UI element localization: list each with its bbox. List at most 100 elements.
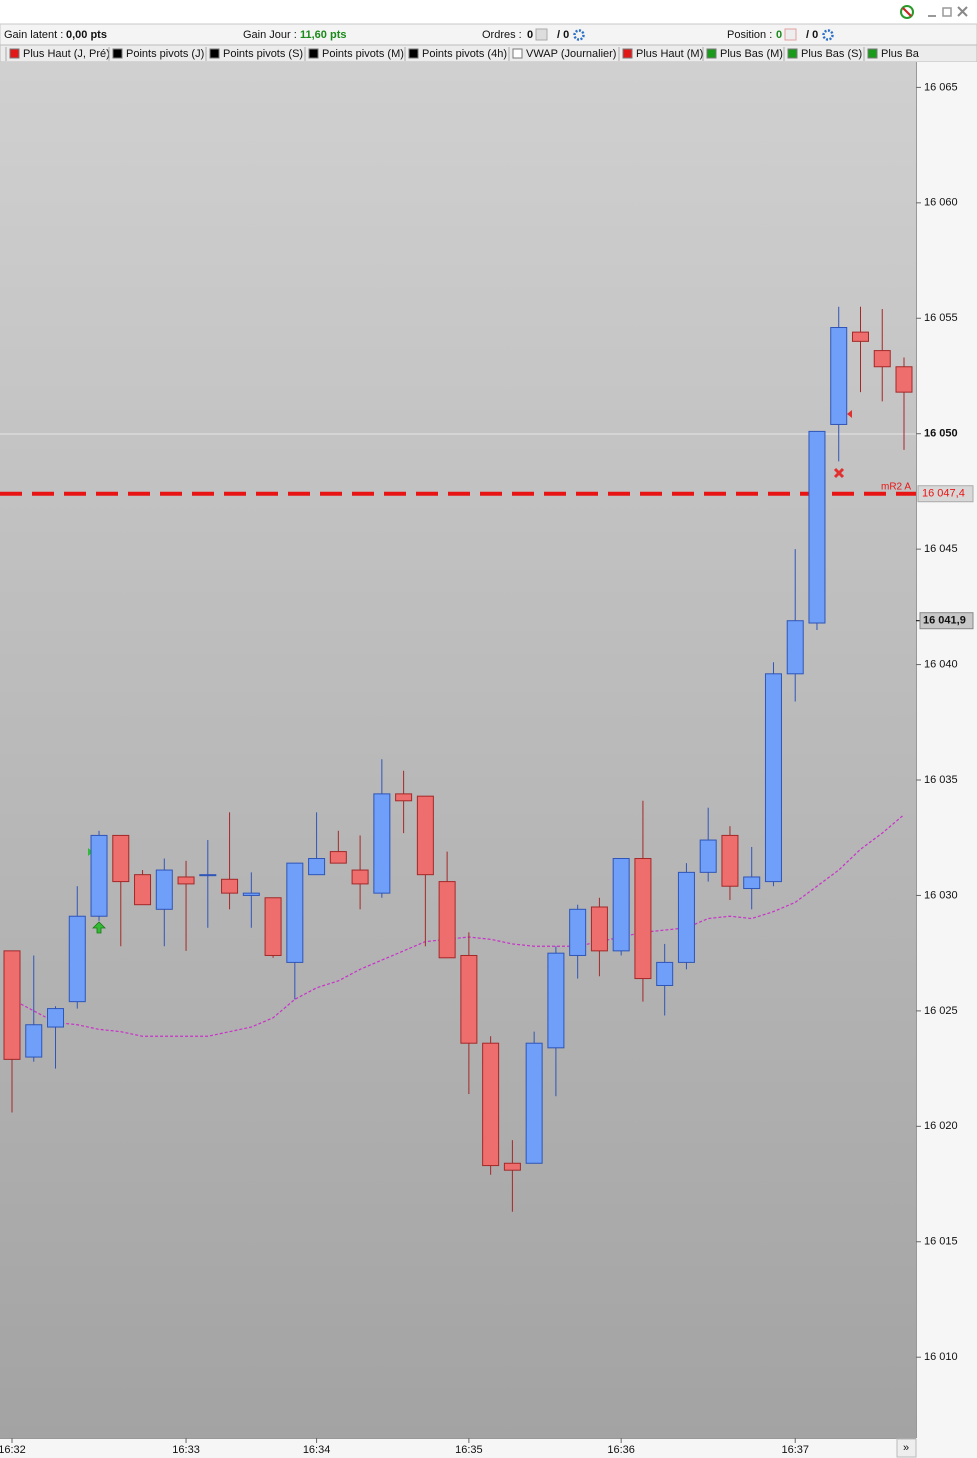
- tab-swatch: [209, 48, 220, 59]
- candle-body: [851, 331, 869, 342]
- level-name: mR2 A: [881, 481, 911, 492]
- tab-swatch: [308, 48, 319, 59]
- candle-body: [590, 906, 608, 952]
- candle-body: [90, 834, 108, 917]
- value: 11,60 pts: [300, 29, 346, 41]
- candle-body: [656, 961, 674, 986]
- y-tick-label: 16 045: [924, 543, 958, 555]
- label: Gain Jour :: [243, 29, 297, 41]
- candle-body: [764, 673, 782, 883]
- tab-label: Plus Haut (M): [636, 48, 703, 60]
- candle-body: [308, 858, 326, 876]
- candle-body: [808, 430, 826, 624]
- candle-body: [416, 795, 434, 876]
- value: 0: [527, 29, 533, 41]
- candle-body: [3, 950, 21, 1060]
- candle-body: [482, 1042, 500, 1167]
- y-tick-label: 16 010: [924, 1351, 958, 1363]
- tab-swatch: [787, 48, 798, 59]
- price-axis: [916, 62, 977, 1458]
- scroll-button[interactable]: [896, 1438, 917, 1458]
- y-tick-label: 16 055: [924, 312, 958, 324]
- tab-label: Points pivots (4h): [422, 48, 507, 60]
- candle-body: [677, 871, 695, 963]
- candle-body: [264, 897, 282, 956]
- orders-icon[interactable]: [535, 28, 548, 41]
- candle-body: [830, 327, 848, 425]
- close-icon[interactable]: [957, 6, 968, 17]
- candle-body: [177, 876, 195, 885]
- y-tick-label: 16 040: [924, 658, 958, 670]
- window-icons[interactable]: [900, 5, 968, 19]
- candle-body: [351, 869, 369, 885]
- buy-arrow: [92, 921, 106, 934]
- tab-label: Plus Ba: [881, 48, 920, 60]
- candle-body: [47, 1008, 65, 1028]
- x-tick-label: 16:35: [455, 1444, 483, 1456]
- y-tick-label: 16 025: [924, 1005, 958, 1017]
- label: Position :: [727, 29, 772, 41]
- value: 0,00 pts: [66, 29, 107, 41]
- tab-label: Plus Bas (S): [801, 48, 862, 60]
- candle-body: [873, 350, 891, 368]
- level-price-box: [917, 485, 974, 503]
- candle-body: [612, 858, 630, 952]
- x-tick-label: 16:33: [172, 1444, 200, 1456]
- x-tick-label: 16:36: [607, 1444, 635, 1456]
- candle-body: [25, 1024, 43, 1058]
- y-tick-label: 16 030: [924, 889, 958, 901]
- candle-body: [134, 874, 152, 906]
- tab-swatch: [867, 48, 878, 59]
- candle-body: [743, 876, 761, 890]
- candle-body: [503, 1162, 521, 1171]
- candle-body: [569, 908, 587, 956]
- tab-label: Points pivots (S): [223, 48, 303, 60]
- tab-swatch: [622, 48, 633, 59]
- y-tick-label: 16 035: [924, 774, 958, 786]
- time-axis: [0, 1438, 916, 1458]
- candle-body: [242, 892, 260, 896]
- candle-body: [199, 874, 217, 877]
- tab-swatch: [512, 48, 523, 59]
- label: Gain latent :: [4, 29, 63, 41]
- x-tick-label: 16:37: [781, 1444, 809, 1456]
- value: 0: [776, 29, 782, 41]
- value: / 0: [557, 29, 569, 41]
- tab-label: Points pivots (J): [126, 48, 204, 60]
- tab-label: Points pivots (M): [322, 48, 404, 60]
- scroll-button-label[interactable]: »: [903, 1442, 909, 1454]
- entry-marker: [88, 848, 93, 856]
- tab-label: Plus Haut (J, Pré): [23, 48, 110, 60]
- candle-body: [221, 878, 239, 894]
- candle-body: [525, 1042, 543, 1164]
- x-tick-label: 16:34: [303, 1444, 331, 1456]
- position-icon[interactable]: [784, 28, 797, 41]
- candle-body: [786, 620, 804, 675]
- candle-body: [721, 834, 739, 887]
- candle-body: [373, 793, 391, 894]
- current-price-box: [919, 612, 974, 630]
- maximize-icon[interactable]: [942, 7, 952, 17]
- x-tick-label: 16:32: [0, 1444, 26, 1456]
- settings-icon[interactable]: [822, 29, 834, 41]
- tab-swatch: [408, 48, 419, 59]
- close-marker: [833, 467, 845, 479]
- y-tick-label: 16 050: [924, 428, 958, 440]
- y-tick-label: 16 020: [924, 1120, 958, 1132]
- tab-label: VWAP (Journalier): [526, 48, 616, 60]
- candle-body: [438, 881, 456, 959]
- candle-body: [329, 851, 347, 864]
- candle-body: [895, 366, 913, 393]
- settings-icon[interactable]: [573, 29, 585, 41]
- candle-body: [460, 954, 478, 1044]
- y-tick-label: 16 060: [924, 197, 958, 209]
- refresh-icon[interactable]: [900, 5, 914, 19]
- title-bar: [0, 0, 977, 24]
- vwap-line: [11, 814, 905, 1037]
- candle-body: [699, 839, 717, 873]
- tab-swatch: [112, 48, 123, 59]
- level-price: 16 047,4: [922, 488, 965, 500]
- candle-body: [286, 862, 304, 963]
